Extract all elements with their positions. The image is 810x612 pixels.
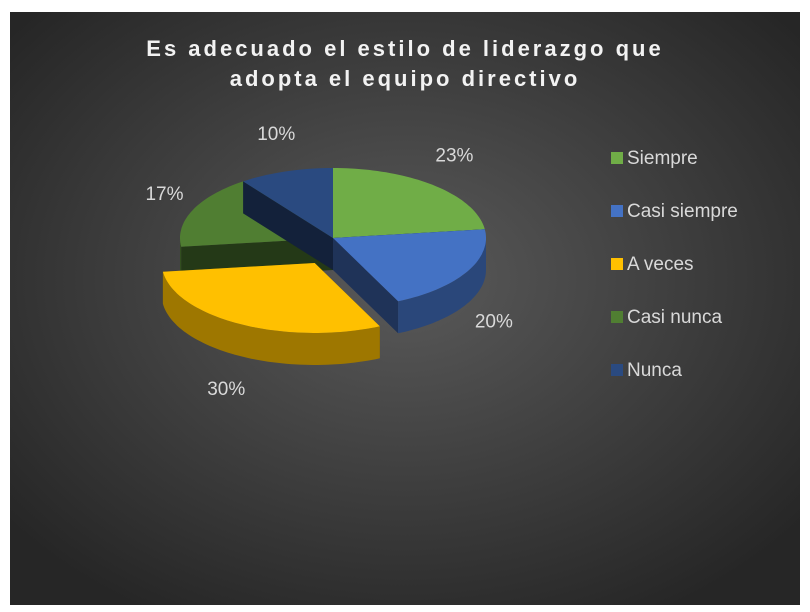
- legend-label: Casi nunca: [627, 307, 722, 328]
- chart-title: Es adecuado el estilo de liderazgo que a…: [146, 36, 664, 91]
- slice: [333, 229, 486, 302]
- slice-side: [398, 238, 486, 334]
- legend-swatch: [611, 258, 623, 270]
- data-label: 17%: [145, 184, 183, 205]
- slice-wall: [243, 181, 333, 270]
- data-label: 20%: [475, 311, 513, 332]
- legend-label: Casi siempre: [627, 201, 738, 222]
- legend-swatch: [611, 364, 623, 376]
- data-label: 30%: [207, 379, 245, 400]
- legend-label: A veces: [627, 254, 694, 275]
- legend-label: Nunca: [627, 360, 682, 381]
- legend-swatch: [611, 205, 623, 217]
- legend-swatch: [611, 152, 623, 164]
- slice-side: [162, 271, 380, 365]
- data-label: 23%: [435, 146, 473, 167]
- data-label: 10%: [257, 124, 295, 145]
- slice: [162, 263, 380, 333]
- slice: [243, 168, 333, 238]
- legend-swatch: [611, 311, 623, 323]
- legend-label: Siempre: [627, 148, 698, 169]
- slice: [333, 168, 485, 238]
- slice-side: [180, 238, 182, 279]
- slice-wall: [333, 238, 399, 334]
